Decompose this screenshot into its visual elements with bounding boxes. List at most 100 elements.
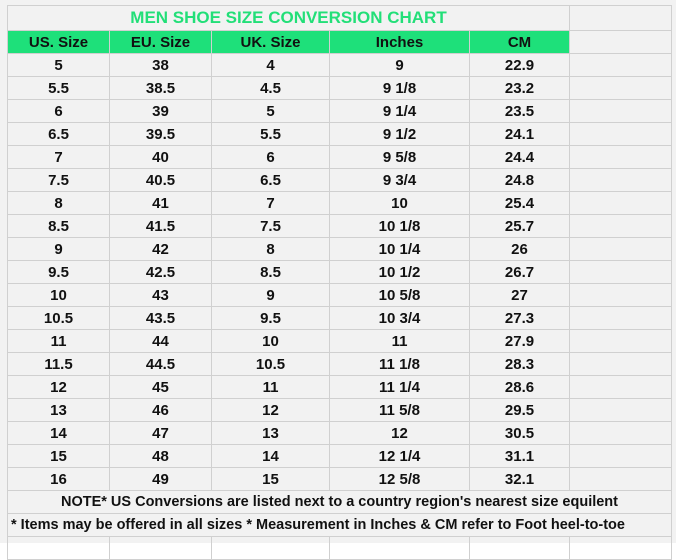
empty-cell[interactable] <box>211 536 330 560</box>
cell-uk-size[interactable]: 11 <box>211 375 330 399</box>
cell-us-size[interactable]: 8.5 <box>7 214 110 238</box>
cell-uk-size[interactable]: 14 <box>211 444 330 468</box>
cell-cm[interactable]: 26.7 <box>469 260 570 284</box>
empty-cell[interactable] <box>569 5 672 31</box>
cell-us-size[interactable]: 11 <box>7 329 110 353</box>
header-uk-size[interactable]: UK. Size <box>211 30 330 54</box>
cell-inches[interactable]: 11 1/4 <box>329 375 470 399</box>
cell-cm[interactable]: 29.5 <box>469 398 570 422</box>
cell-cm[interactable]: 32.1 <box>469 467 570 491</box>
note-cell[interactable]: NOTE* US Conversions are listed next to … <box>7 490 672 514</box>
cell-uk-size[interactable]: 6 <box>211 145 330 169</box>
cell-us-size[interactable]: 10.5 <box>7 306 110 330</box>
empty-cell[interactable] <box>569 76 672 100</box>
empty-cell[interactable] <box>569 191 672 215</box>
cell-uk-size[interactable]: 12 <box>211 398 330 422</box>
cell-us-size[interactable]: 5.5 <box>7 76 110 100</box>
empty-cell[interactable] <box>569 30 672 54</box>
cell-inches[interactable]: 9 3/4 <box>329 168 470 192</box>
empty-cell[interactable] <box>7 536 110 560</box>
empty-cell[interactable] <box>569 168 672 192</box>
empty-cell[interactable] <box>569 467 672 491</box>
cell-us-size[interactable]: 13 <box>7 398 110 422</box>
cell-eu-size[interactable]: 39 <box>109 99 212 123</box>
cell-uk-size[interactable]: 7 <box>211 191 330 215</box>
cell-uk-size[interactable]: 5.5 <box>211 122 330 146</box>
cell-eu-size[interactable]: 41 <box>109 191 212 215</box>
cell-eu-size[interactable]: 38.5 <box>109 76 212 100</box>
cell-cm[interactable]: 25.4 <box>469 191 570 215</box>
cell-eu-size[interactable]: 43 <box>109 283 212 307</box>
cell-inches[interactable]: 9 5/8 <box>329 145 470 169</box>
cell-uk-size[interactable]: 9.5 <box>211 306 330 330</box>
cell-eu-size[interactable]: 48 <box>109 444 212 468</box>
cell-cm[interactable]: 24.1 <box>469 122 570 146</box>
cell-inches[interactable]: 11 <box>329 329 470 353</box>
cell-inches[interactable]: 11 5/8 <box>329 398 470 422</box>
cell-cm[interactable]: 30.5 <box>469 421 570 445</box>
cell-uk-size[interactable]: 9 <box>211 283 330 307</box>
cell-cm[interactable]: 28.3 <box>469 352 570 376</box>
cell-inches[interactable]: 9 1/4 <box>329 99 470 123</box>
cell-cm[interactable]: 22.9 <box>469 53 570 77</box>
cell-cm[interactable]: 28.6 <box>469 375 570 399</box>
cell-uk-size[interactable]: 7.5 <box>211 214 330 238</box>
cell-uk-size[interactable]: 4.5 <box>211 76 330 100</box>
cell-uk-size[interactable]: 4 <box>211 53 330 77</box>
note2-cell[interactable]: * Items may be offered in all sizes * Me… <box>7 513 672 537</box>
empty-cell[interactable] <box>569 375 672 399</box>
cell-eu-size[interactable]: 39.5 <box>109 122 212 146</box>
cell-inches[interactable]: 10 1/4 <box>329 237 470 261</box>
cell-eu-size[interactable]: 40.5 <box>109 168 212 192</box>
cell-us-size[interactable]: 7 <box>7 145 110 169</box>
cell-inches[interactable]: 11 1/8 <box>329 352 470 376</box>
empty-cell[interactable] <box>109 536 212 560</box>
cell-eu-size[interactable]: 44.5 <box>109 352 212 376</box>
cell-cm[interactable]: 26 <box>469 237 570 261</box>
header-eu-size[interactable]: EU. Size <box>109 30 212 54</box>
cell-uk-size[interactable]: 15 <box>211 467 330 491</box>
cell-uk-size[interactable]: 5 <box>211 99 330 123</box>
cell-cm[interactable]: 27 <box>469 283 570 307</box>
cell-uk-size[interactable]: 8 <box>211 237 330 261</box>
header-us-size[interactable]: US. Size <box>7 30 110 54</box>
cell-inches[interactable]: 10 1/2 <box>329 260 470 284</box>
cell-cm[interactable]: 23.2 <box>469 76 570 100</box>
empty-cell[interactable] <box>569 329 672 353</box>
cell-us-size[interactable]: 5 <box>7 53 110 77</box>
chart-title[interactable]: MEN SHOE SIZE CONVERSION CHART <box>7 5 570 31</box>
cell-cm[interactable]: 25.7 <box>469 214 570 238</box>
empty-cell[interactable] <box>569 352 672 376</box>
empty-cell[interactable] <box>569 421 672 445</box>
cell-us-size[interactable]: 10 <box>7 283 110 307</box>
cell-us-size[interactable]: 7.5 <box>7 168 110 192</box>
cell-eu-size[interactable]: 47 <box>109 421 212 445</box>
empty-cell[interactable] <box>569 145 672 169</box>
cell-inches[interactable]: 12 5/8 <box>329 467 470 491</box>
cell-eu-size[interactable]: 38 <box>109 53 212 77</box>
empty-cell[interactable] <box>569 122 672 146</box>
cell-us-size[interactable]: 6 <box>7 99 110 123</box>
cell-inches[interactable]: 10 <box>329 191 470 215</box>
cell-us-size[interactable]: 8 <box>7 191 110 215</box>
cell-us-size[interactable]: 6.5 <box>7 122 110 146</box>
cell-uk-size[interactable]: 13 <box>211 421 330 445</box>
cell-cm[interactable]: 24.8 <box>469 168 570 192</box>
empty-cell[interactable] <box>569 444 672 468</box>
cell-eu-size[interactable]: 49 <box>109 467 212 491</box>
cell-us-size[interactable]: 16 <box>7 467 110 491</box>
cell-uk-size[interactable]: 10 <box>211 329 330 353</box>
empty-cell[interactable] <box>569 536 672 560</box>
empty-cell[interactable] <box>569 306 672 330</box>
empty-cell[interactable] <box>569 283 672 307</box>
cell-cm[interactable]: 23.5 <box>469 99 570 123</box>
cell-us-size[interactable]: 14 <box>7 421 110 445</box>
empty-cell[interactable] <box>569 260 672 284</box>
empty-cell[interactable] <box>569 214 672 238</box>
empty-cell[interactable] <box>329 536 470 560</box>
cell-uk-size[interactable]: 10.5 <box>211 352 330 376</box>
header-cm[interactable]: CM <box>469 30 570 54</box>
cell-cm[interactable]: 27.3 <box>469 306 570 330</box>
cell-eu-size[interactable]: 44 <box>109 329 212 353</box>
empty-cell[interactable] <box>569 99 672 123</box>
